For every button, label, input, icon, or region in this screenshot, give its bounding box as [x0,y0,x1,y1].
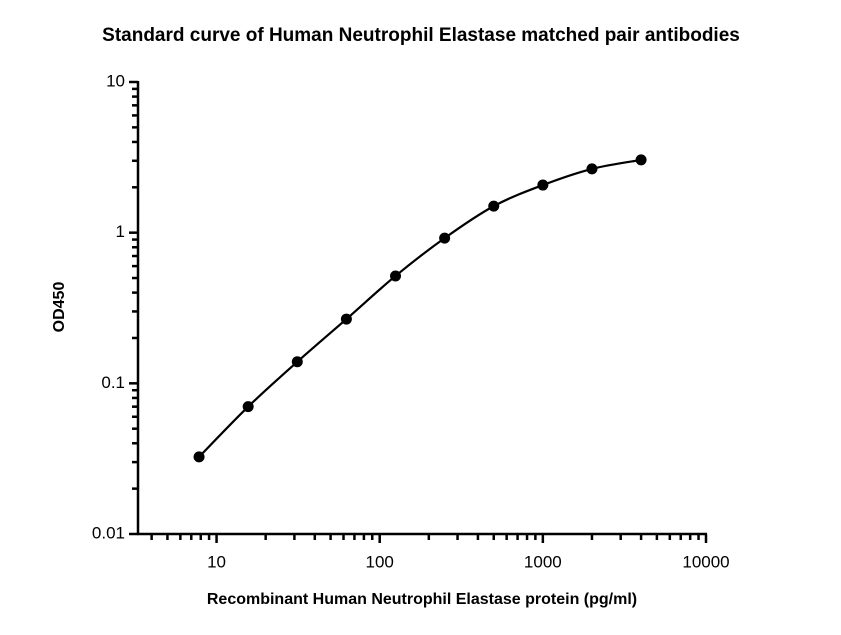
data-point [439,232,451,244]
x-tick-label: 100 [366,552,394,571]
x-tick-label: 10 [207,552,226,571]
y-tick-label: 0.01 [92,523,125,542]
chart-title: Standard curve of Human Neutrophil Elast… [102,25,740,46]
data-point [390,270,402,282]
data-point [242,401,254,413]
y-tick-label: 1 [116,222,125,241]
data-point [193,451,205,463]
x-axis-title: Recombinant Human Neutrophil Elastase pr… [207,591,637,608]
x-tick-label: 10000 [682,552,729,571]
y-axis-title: OD450 [51,282,68,333]
data-point [537,179,549,191]
data-point [291,356,303,368]
data-point [586,163,598,175]
data-point [635,154,647,166]
y-tick-label: 0.1 [101,373,125,392]
data-point [488,200,500,212]
x-tick-label: 1000 [524,552,562,571]
fit-curve [198,158,642,458]
y-tick-label: 10 [106,71,125,90]
data-point [340,313,352,325]
